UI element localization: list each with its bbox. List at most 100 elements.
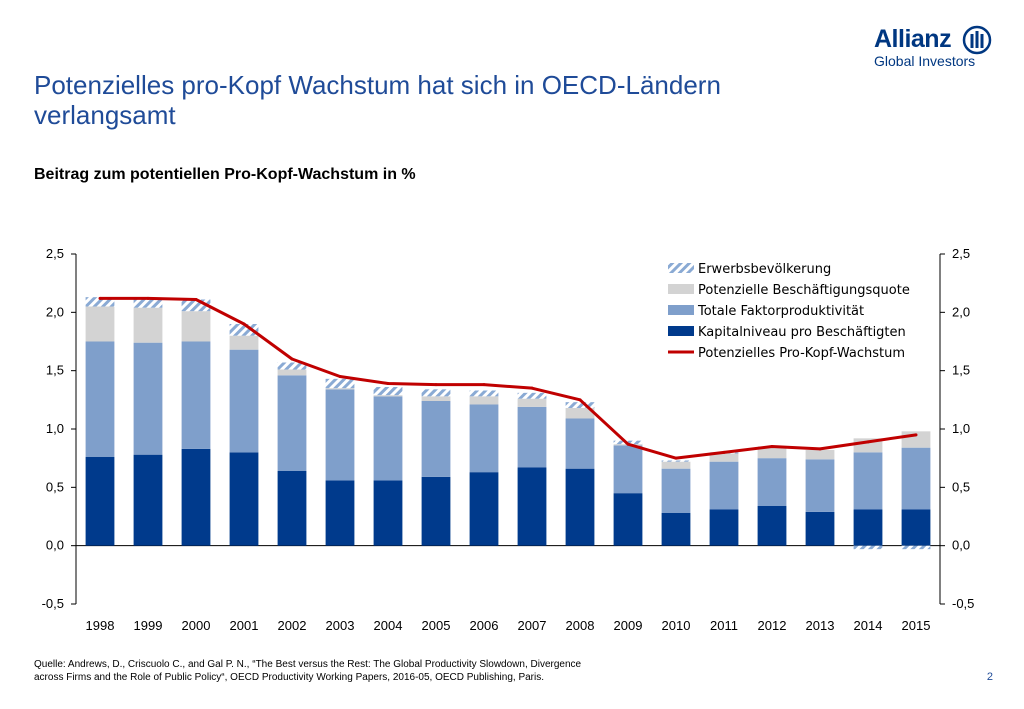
bar-segment	[325, 388, 355, 390]
x-tick-label: 2009	[614, 618, 643, 633]
bar-segment	[709, 461, 739, 510]
bar-segment	[517, 406, 547, 468]
bar-segment	[901, 545, 931, 550]
bar-segment	[421, 401, 451, 477]
page-title: Potenzielles pro-Kopf Wachstum hat sich …	[34, 70, 834, 130]
x-tick-label: 2014	[854, 618, 883, 633]
bar-segment	[133, 454, 163, 546]
bar-segment	[469, 390, 499, 397]
bar-segment	[277, 471, 307, 546]
chart-line	[98, 296, 918, 460]
legend-swatch	[668, 326, 694, 336]
bar-segment	[373, 480, 403, 546]
growth-point	[434, 383, 438, 387]
bar-segment	[181, 448, 211, 546]
growth-point	[98, 296, 102, 300]
y-tick-label-right: 2,0	[952, 304, 970, 319]
legend-label: Erwerbsbevölkerung	[698, 262, 831, 277]
y-tick-label-right: -0,5	[952, 596, 974, 611]
bar-segment	[757, 458, 787, 506]
bar-segment	[757, 506, 787, 546]
y-tick-label-left: 0,5	[46, 479, 64, 494]
page-number: 2	[986, 671, 993, 683]
y-tick-label-right: 0,5	[952, 479, 970, 494]
bar-segment	[373, 387, 403, 396]
x-tick-label: 2002	[278, 618, 307, 633]
bar-segment	[373, 395, 403, 397]
bar-segment	[565, 402, 595, 408]
growth-point	[386, 382, 390, 385]
growth-point	[530, 386, 534, 390]
bar-segment	[805, 511, 835, 546]
y-tick-label-left: 0,0	[46, 538, 64, 553]
y-tick-label-left: 2,0	[46, 304, 64, 319]
bar-segment	[133, 307, 163, 343]
bar-segment	[469, 396, 499, 405]
bar-segment	[325, 389, 355, 481]
growth-point	[578, 398, 582, 402]
x-tick-label: 2012	[758, 618, 787, 633]
growth-point	[290, 357, 294, 361]
bar-segment	[325, 378, 355, 389]
growth-point	[338, 375, 342, 378]
bar-segment	[613, 493, 643, 546]
bar-segment	[757, 447, 787, 459]
y-tick-label-left: 1,0	[46, 421, 64, 436]
x-tick-label: 1999	[134, 618, 163, 633]
x-tick-label: 2006	[470, 618, 499, 633]
growth-point	[674, 456, 678, 460]
bar-segment	[661, 461, 691, 469]
legend-label: Potenzielles Pro-Kopf-Wachstum	[698, 346, 905, 361]
x-tick-label: 2008	[566, 618, 595, 633]
bar-segment	[325, 480, 355, 546]
legend-label: Potenzielle Beschäftigungsquote	[698, 283, 910, 298]
bar-segment	[565, 418, 595, 469]
title-line-2: verlangsamt	[34, 100, 176, 130]
bar-segment	[469, 404, 499, 473]
bar-segment	[373, 396, 403, 481]
title-line-1: Potenzielles pro-Kopf Wachstum hat sich …	[34, 70, 721, 100]
x-tick-label: 2011	[710, 618, 738, 633]
bar-segment	[277, 369, 307, 376]
x-tick-label: 2001	[230, 618, 259, 633]
growth-point	[722, 450, 726, 454]
legend-swatch	[668, 263, 694, 273]
bar-segment	[85, 341, 115, 457]
x-tick-label: 2013	[806, 618, 835, 633]
y-tick-label-right: 1,0	[952, 421, 970, 436]
bar-segment	[517, 398, 547, 407]
growth-point	[242, 322, 246, 326]
bar-segment	[181, 341, 211, 449]
growth-point	[626, 442, 630, 446]
bar-segment	[133, 342, 163, 455]
x-tick-label: 2005	[422, 618, 451, 633]
chart-legend: Erwerbsbevölkerung Potenzielle Beschäftig…	[668, 262, 910, 361]
bar-segment	[133, 299, 163, 308]
x-tick-label: 2010	[662, 618, 691, 633]
bar-segment	[421, 389, 451, 397]
bar-segment	[901, 509, 931, 546]
bar-segment	[517, 467, 547, 546]
bar-segment	[613, 445, 643, 494]
y-tick-label-left: 2,5	[46, 246, 64, 261]
bar-segment	[421, 396, 451, 401]
source-note: Quelle: Andrews, D., Criscuolo C., and G…	[34, 658, 581, 684]
bar-segment	[901, 447, 931, 510]
bar-segment	[565, 468, 595, 546]
bar-segment	[709, 509, 739, 546]
legend-label: Kapitalniveau pro Beschäftigten	[698, 325, 906, 340]
bar-segment	[661, 513, 691, 546]
bar-segment	[85, 457, 115, 546]
source-line-2: across Firms and the Role of Public Poli…	[34, 672, 545, 683]
growth-point	[818, 447, 822, 451]
bar-segment	[421, 476, 451, 546]
growth-line	[100, 296, 917, 460]
x-tick-label: 1998	[86, 618, 115, 633]
allianz-logo: Allianz Global Investors	[874, 25, 994, 69]
y-tick-label-right: 2,5	[952, 246, 970, 261]
logo-wordmark: Allianz	[874, 25, 952, 53]
chart-bars	[85, 297, 931, 550]
logo-subline: Global Investors	[874, 53, 976, 69]
legend-label: Totale Faktorproduktivität	[697, 304, 864, 319]
growth-point	[146, 296, 150, 300]
